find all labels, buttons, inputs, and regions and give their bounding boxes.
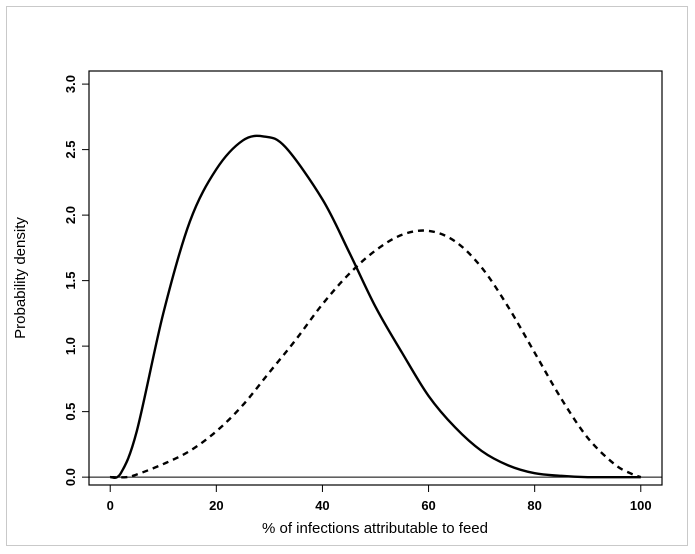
- y-tick-label: 1.5: [63, 272, 78, 290]
- y-tick-label: 3.0: [63, 75, 78, 93]
- x-tick-label: 60: [421, 498, 435, 513]
- y-tick-label: 2.0: [63, 206, 78, 224]
- x-axis-title: % of infections attributable to feed: [262, 520, 488, 537]
- x-tick-label: 100: [630, 498, 652, 513]
- y-tick-label: 1.0: [63, 337, 78, 355]
- series-layer: [109, 134, 642, 479]
- x-axis: 0 20 40 60 80 100: [107, 484, 652, 513]
- dashed-density-curve: [110, 229, 642, 479]
- y-axis: 0.0 0.5 1.0 1.5 2.0 2.5 3.0: [63, 75, 90, 486]
- density-plot: 0 20 40 60 80 100 0.0 0.5 1.0 1.5 2.0 2.5 3.0 % of …: [12, 70, 663, 537]
- x-tick-label: 20: [209, 498, 223, 513]
- solid-density-curve: [109, 134, 641, 479]
- x-tick-label: 0: [107, 498, 114, 513]
- figure-frame: 0 20 40 60 80 100 0.0 0.5 1.0 1.5 2.0 2.5 3.0 % of …: [6, 6, 688, 546]
- y-axis-title: Probability density: [12, 217, 29, 339]
- y-tick-label: 0.5: [63, 403, 78, 421]
- y-tick-label: 2.5: [63, 141, 78, 159]
- y-tick-label: 0.0: [63, 468, 78, 486]
- x-tick-label: 40: [315, 498, 329, 513]
- x-tick-label: 80: [527, 498, 541, 513]
